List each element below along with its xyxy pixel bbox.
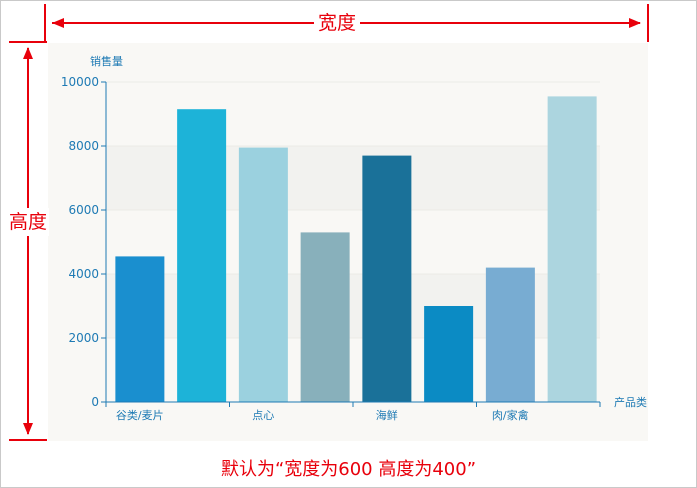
height-annotation-label: 高度 [7,208,50,236]
bar-1 [115,256,165,402]
bar-4 [300,232,350,402]
x-axis-label: 产品类 [614,395,647,409]
y-tick-label: 10000 [61,75,99,89]
y-tick-label: 6000 [68,203,99,217]
bar-2 [177,109,227,402]
bar-7 [485,267,535,402]
y-axis-label: 销售量 [90,54,123,68]
bar-5 [362,155,412,402]
x-tick-label: 谷类/麦片 [116,408,164,422]
x-tick-label: 肉/家禽 [492,408,529,422]
x-tick-label: 点心 [252,409,274,422]
bar-6 [424,306,474,402]
bar-3 [238,147,288,402]
default-size-caption: 默认为“宽度为600 高度为400” [220,459,477,480]
y-tick-label: 0 [91,395,99,409]
y-tick-label: 2000 [68,331,99,345]
height-dimension-arrow [9,41,47,441]
bar-8 [547,96,597,403]
width-annotation-label: 宽度 [314,11,361,35]
y-tick-label: 8000 [68,139,99,153]
y-tick-label: 4000 [68,267,99,281]
x-tick-label: 海鲜 [376,408,398,422]
